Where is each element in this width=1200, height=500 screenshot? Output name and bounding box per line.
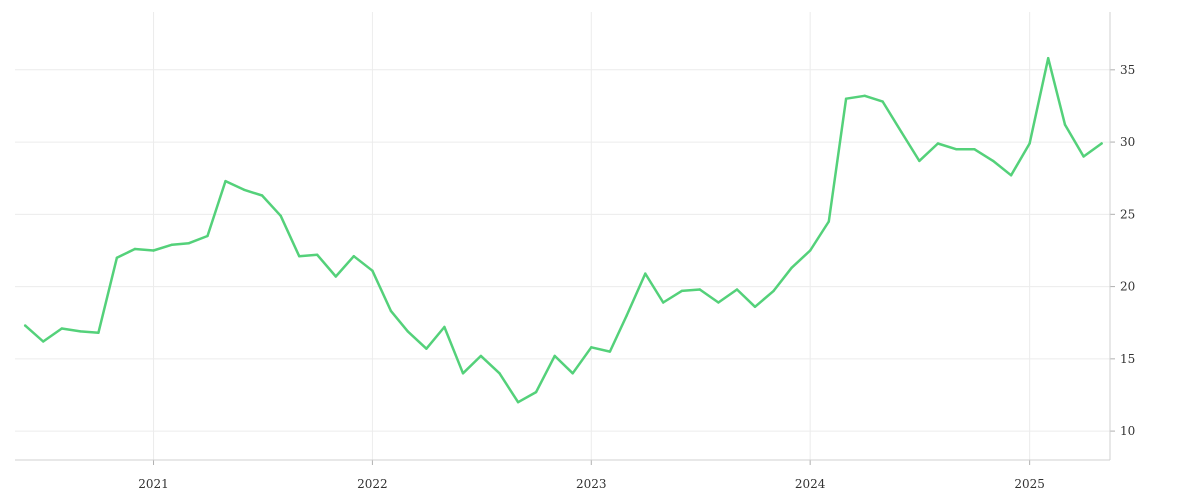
data-point	[790, 266, 793, 269]
y-tick-label: 35	[1120, 63, 1135, 77]
data-point	[1047, 57, 1050, 60]
data-point	[662, 301, 665, 304]
data-point	[461, 372, 465, 375]
x-tick-label: 2022	[357, 477, 388, 491]
data-point	[298, 255, 301, 258]
data-point	[955, 148, 958, 151]
x-tick-label: 2025	[1014, 477, 1045, 491]
data-point	[425, 347, 428, 350]
data-point	[1028, 142, 1031, 145]
data-point	[498, 372, 501, 375]
series-layer	[23, 56, 1103, 404]
y-tick-label: 10	[1120, 424, 1135, 438]
data-point	[170, 243, 174, 246]
data-point	[334, 275, 337, 278]
data-point	[571, 372, 574, 375]
data-point	[316, 253, 319, 256]
data-point	[371, 269, 374, 272]
data-point	[1082, 155, 1085, 158]
y-tick-label: 30	[1120, 135, 1135, 149]
y-tick-label: 25	[1120, 207, 1135, 221]
data-point	[115, 256, 119, 259]
x-tick-label: 2021	[138, 477, 169, 491]
data-point	[187, 242, 191, 245]
data-point	[991, 159, 995, 163]
data-point	[973, 148, 976, 151]
series-line	[23, 56, 1103, 404]
data-point	[60, 327, 63, 330]
data-point	[900, 130, 903, 134]
data-point	[553, 354, 556, 358]
data-point	[406, 330, 409, 333]
x-tick-label: 2023	[576, 477, 607, 491]
data-point	[753, 305, 757, 308]
grid-layer	[15, 12, 1110, 460]
data-point	[97, 331, 100, 334]
data-point	[224, 179, 227, 183]
data-point	[1009, 174, 1013, 177]
data-point	[479, 354, 483, 358]
data-point	[152, 249, 155, 252]
axis-layer	[15, 12, 1115, 465]
data-point	[918, 159, 921, 163]
data-point	[534, 390, 538, 394]
data-point	[881, 100, 884, 103]
data-point	[608, 350, 612, 353]
data-point	[279, 214, 282, 217]
data-point	[79, 330, 82, 333]
data-point	[772, 289, 775, 293]
data-point	[443, 325, 446, 329]
data-point	[260, 194, 264, 197]
data-point	[827, 220, 830, 223]
data-point	[206, 234, 209, 238]
data-point	[809, 249, 812, 252]
data-point	[717, 301, 720, 304]
data-point	[242, 188, 246, 191]
data-point	[389, 309, 393, 313]
data-point	[844, 97, 848, 100]
x-tick-label: 2024	[795, 477, 826, 491]
data-point	[1100, 142, 1103, 145]
data-point	[590, 346, 593, 349]
data-point	[1063, 123, 1067, 126]
data-point	[42, 340, 45, 343]
data-point	[24, 324, 27, 327]
data-point	[516, 401, 520, 404]
data-point	[133, 247, 137, 251]
data-point	[680, 289, 683, 293]
data-point	[936, 142, 940, 145]
data-point	[625, 314, 628, 317]
y-tick-label: 20	[1120, 280, 1135, 294]
data-point	[735, 288, 739, 291]
data-point	[698, 288, 701, 291]
data-point	[352, 255, 355, 258]
data-point	[644, 272, 647, 275]
y-tick-label: 15	[1120, 352, 1135, 366]
data-point	[863, 94, 866, 98]
